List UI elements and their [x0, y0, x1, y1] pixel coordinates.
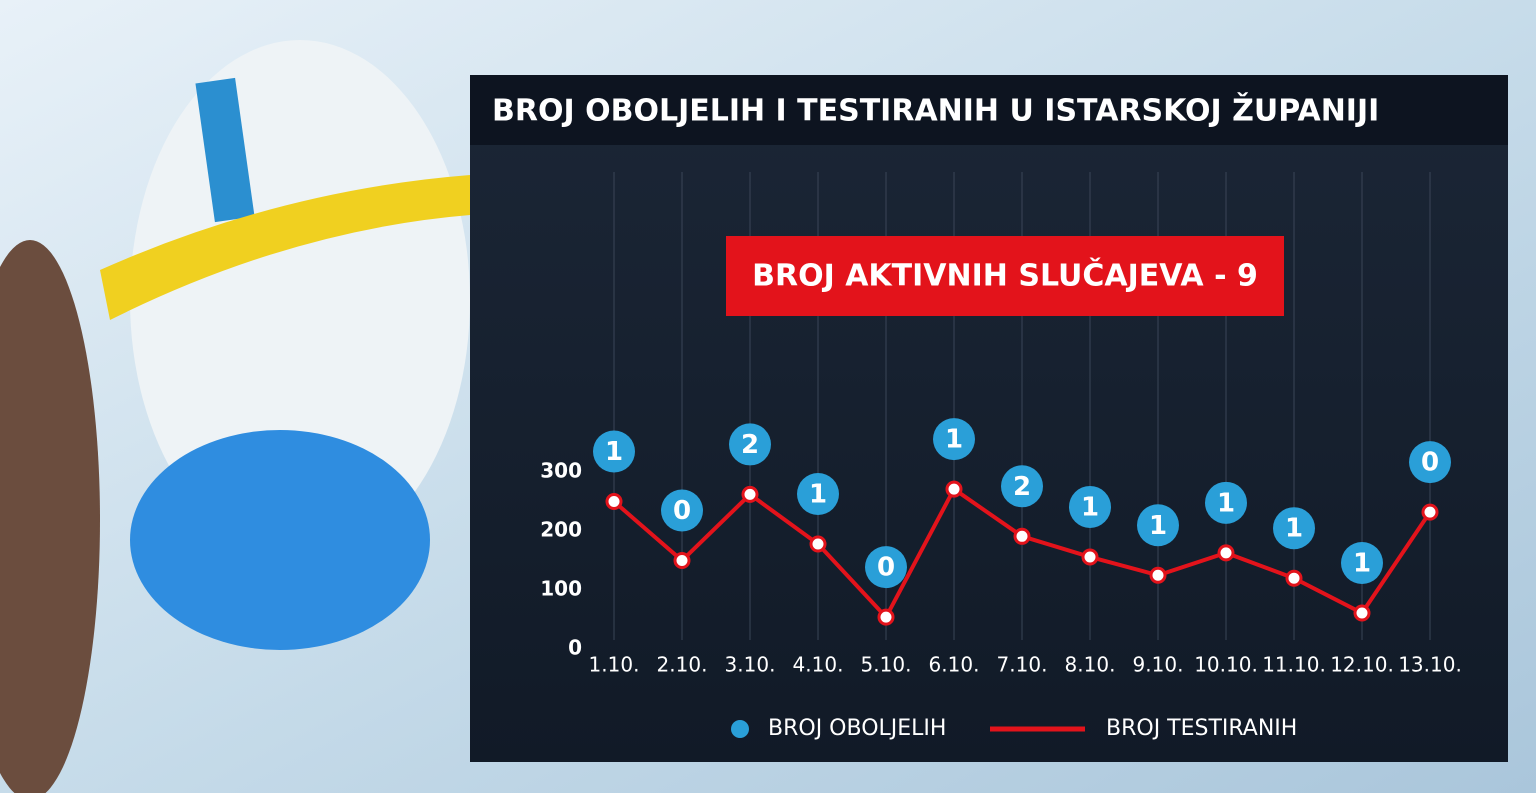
line-point [1421, 503, 1439, 521]
bubble-label: 2 [1013, 472, 1031, 502]
bubble [729, 423, 771, 466]
line-point [1149, 566, 1167, 584]
bubble-label: 0 [673, 496, 691, 526]
x-tick-label: 9.10. [1133, 653, 1184, 677]
visor-band [100, 175, 470, 320]
bubble-label: 0 [1421, 448, 1439, 478]
annotation: BROJ AKTIVNIH SLUČAJEVA - 9 [752, 257, 1258, 294]
bubble-label: 1 [1353, 549, 1371, 579]
line-point [1353, 604, 1371, 622]
bubble-label: 1 [1217, 488, 1235, 518]
title-bar [470, 75, 1508, 145]
line-point [605, 493, 623, 510]
x-tick-label: 2.10. [657, 653, 708, 677]
bubble [1341, 542, 1383, 585]
bubble-label: 0 [877, 553, 895, 583]
y-tick-label: 200 [540, 518, 582, 542]
x-tick-label: 12.10. [1330, 653, 1394, 677]
bubble [593, 430, 635, 473]
line-point [1013, 527, 1031, 545]
bubble-label: 1 [809, 479, 827, 509]
line-point [741, 485, 759, 503]
x-tick-label: 11.10. [1262, 653, 1326, 677]
bubble [1409, 441, 1451, 484]
suit-stripe [195, 77, 255, 223]
bubble-label: 1 [605, 437, 623, 467]
x-tick-label: 8.10. [1065, 653, 1116, 677]
bubble [1069, 485, 1111, 528]
bubble [865, 546, 907, 589]
y-tick-label: 300 [540, 459, 582, 483]
x-tick-label: 13.10. [1398, 653, 1462, 677]
bubble-label: 1 [1149, 511, 1167, 541]
x-tick-label: 7.10. [997, 653, 1048, 677]
line-point [877, 608, 895, 626]
glove [130, 430, 430, 650]
chart-panel [470, 75, 1508, 762]
blurred-person [0, 240, 100, 797]
y-tick-label: 0 [568, 636, 582, 660]
x-tick-label: 10.10. [1194, 653, 1258, 677]
line-point [673, 552, 691, 569]
bubble [1273, 507, 1315, 550]
bubble [661, 489, 703, 532]
bubble [1205, 481, 1247, 524]
x-tick-label: 6.10. [929, 653, 980, 677]
bubble [797, 472, 839, 515]
chart-title: BROJ OBOLJELIH I TESTIRANIH U ISTARSKOJ … [492, 93, 1379, 129]
annotation-box [726, 236, 1284, 316]
line-point [1081, 548, 1099, 566]
bubble-label: 1 [945, 425, 963, 455]
x-tick-label: 1.10. [589, 653, 640, 677]
line-point [1285, 569, 1303, 587]
line-point [809, 535, 827, 553]
x-tick-label: 4.10. [793, 653, 844, 677]
x-tick-label: 5.10. [861, 653, 912, 677]
bubble [1137, 504, 1179, 547]
legend-marker [731, 720, 749, 738]
line-point [945, 480, 963, 498]
bubble [1001, 465, 1043, 508]
bubble-label: 1 [1081, 492, 1099, 522]
bubble-label: 1 [1285, 514, 1303, 544]
legend-label: BROJ TESTIRANIH [1106, 716, 1297, 741]
bubble [933, 418, 975, 461]
y-tick-label: 100 [540, 577, 582, 601]
x-tick-label: 3.10. [725, 653, 776, 677]
line-point [1217, 544, 1235, 562]
bubble-label: 2 [741, 430, 759, 460]
legend-label: BROJ OBOLJELIH [768, 716, 946, 741]
